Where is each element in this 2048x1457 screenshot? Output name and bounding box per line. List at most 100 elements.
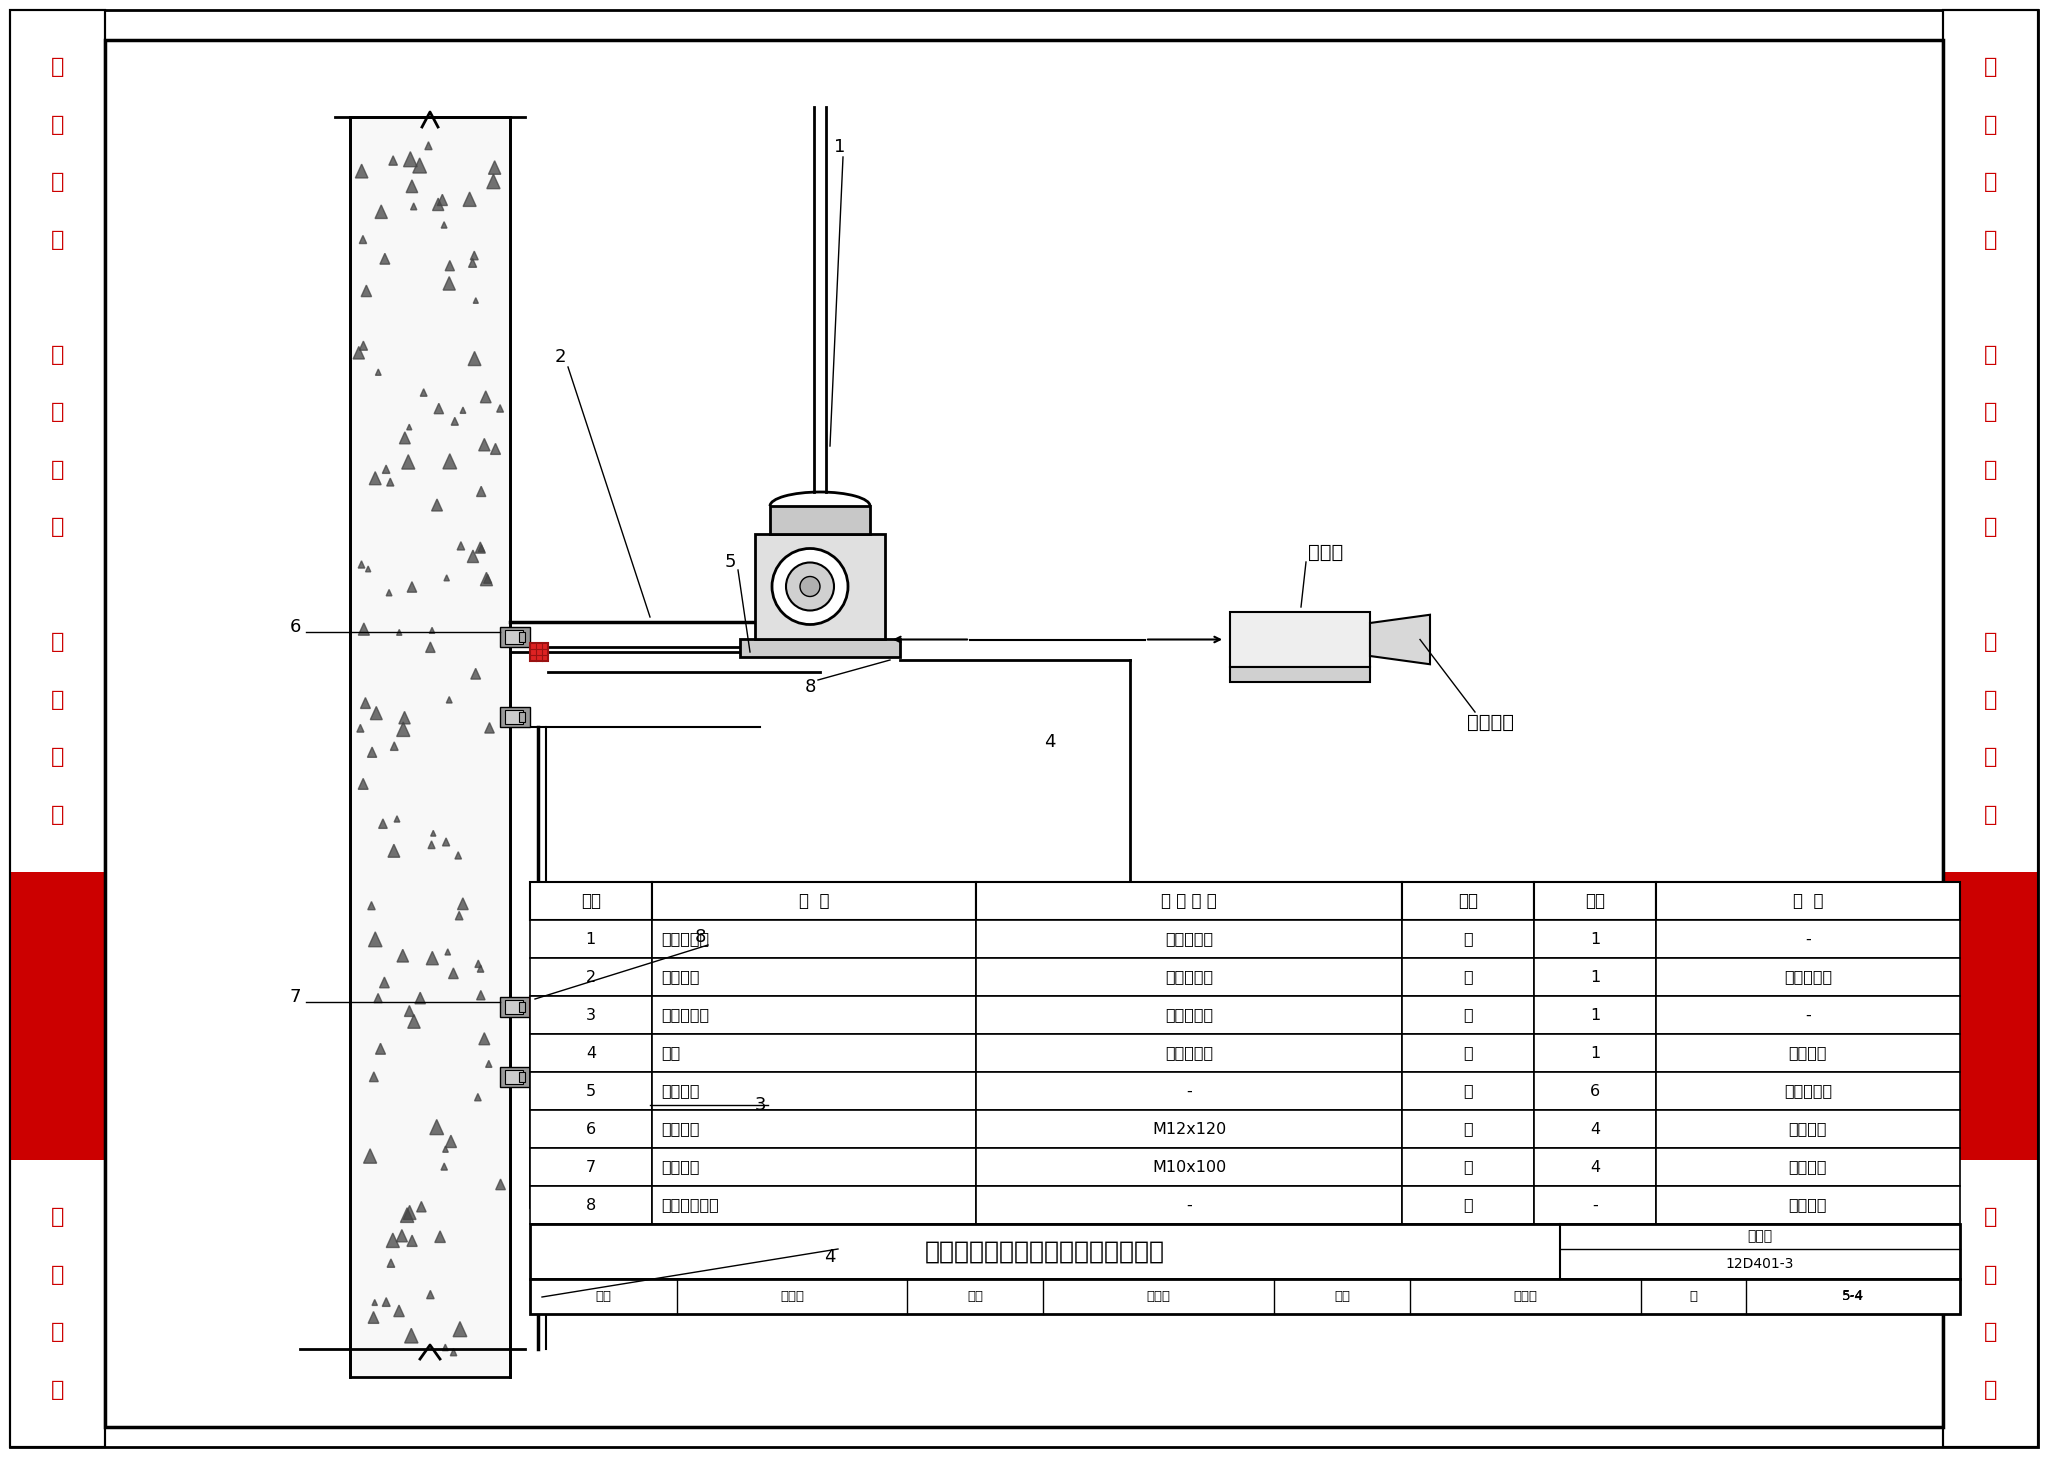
Text: 封: 封 <box>1985 230 1997 251</box>
Polygon shape <box>414 157 426 173</box>
Polygon shape <box>360 286 371 297</box>
Bar <box>651 1110 977 1148</box>
Bar <box>530 1072 651 1110</box>
Polygon shape <box>498 405 504 412</box>
Text: 电: 电 <box>51 978 63 997</box>
Bar <box>1403 1072 1534 1110</box>
Bar <box>1655 881 1960 919</box>
Text: 弱: 弱 <box>1985 919 1997 940</box>
Polygon shape <box>367 747 377 758</box>
Polygon shape <box>352 347 365 358</box>
Polygon shape <box>461 407 465 414</box>
Bar <box>1403 959 1534 997</box>
Text: 技: 技 <box>1985 1206 1997 1227</box>
Text: 8: 8 <box>586 1198 596 1212</box>
Bar <box>756 535 885 640</box>
Polygon shape <box>463 192 475 207</box>
Bar <box>1534 1072 1655 1110</box>
Polygon shape <box>408 1014 420 1029</box>
Polygon shape <box>440 1163 446 1170</box>
Polygon shape <box>477 965 483 972</box>
Bar <box>1655 1148 1960 1186</box>
Text: 图集号: 图集号 <box>1747 1230 1772 1243</box>
Text: 市售成品: 市售成品 <box>1788 1160 1827 1174</box>
Polygon shape <box>369 932 383 947</box>
Polygon shape <box>477 487 485 497</box>
Text: 设: 设 <box>1985 460 1997 479</box>
Polygon shape <box>430 830 436 836</box>
Polygon shape <box>379 978 389 988</box>
Bar <box>977 1072 1403 1110</box>
Polygon shape <box>434 1231 444 1243</box>
Text: 编号: 编号 <box>582 892 600 911</box>
Bar <box>518 1072 524 1083</box>
Text: 4: 4 <box>586 1046 596 1061</box>
Text: -: - <box>1186 1198 1192 1212</box>
Polygon shape <box>446 696 453 702</box>
Polygon shape <box>387 478 393 487</box>
Polygon shape <box>410 203 418 210</box>
Bar <box>977 1034 1403 1072</box>
Bar <box>1655 1186 1960 1224</box>
Text: 2: 2 <box>555 348 565 366</box>
Text: 王勤东: 王勤东 <box>1147 1289 1171 1303</box>
Polygon shape <box>451 417 459 425</box>
Text: 根: 根 <box>1464 1046 1473 1061</box>
Polygon shape <box>432 198 444 210</box>
Polygon shape <box>383 1298 391 1307</box>
Text: 套: 套 <box>1464 1084 1473 1099</box>
Text: 封: 封 <box>51 230 63 251</box>
Text: 弱: 弱 <box>51 919 63 940</box>
Polygon shape <box>399 431 410 444</box>
Polygon shape <box>444 261 455 271</box>
Bar <box>651 1186 977 1224</box>
Polygon shape <box>444 949 451 954</box>
Text: 离: 离 <box>1985 115 1997 136</box>
Bar <box>1534 1148 1655 1186</box>
Text: 膨胀螺栓: 膨胀螺栓 <box>662 1160 700 1174</box>
Text: 见工程设计: 见工程设计 <box>1165 1046 1212 1061</box>
Text: 5-4: 5-4 <box>1841 1289 1864 1303</box>
Bar <box>1403 1110 1534 1148</box>
Circle shape <box>772 548 848 625</box>
Text: 具: 具 <box>1985 804 1997 825</box>
Text: M12x120: M12x120 <box>1153 1122 1227 1136</box>
Bar <box>977 1110 1403 1148</box>
Polygon shape <box>438 194 446 205</box>
Bar <box>518 632 524 643</box>
Text: 1: 1 <box>1589 1007 1599 1023</box>
Polygon shape <box>426 1291 434 1298</box>
Bar <box>350 117 510 1377</box>
Bar <box>977 1186 1403 1224</box>
Polygon shape <box>477 545 485 552</box>
Text: 技: 技 <box>51 1206 63 1227</box>
Polygon shape <box>428 841 434 848</box>
Polygon shape <box>453 1321 467 1336</box>
Polygon shape <box>375 369 381 376</box>
Polygon shape <box>356 165 369 178</box>
Bar <box>530 1186 651 1224</box>
Text: 固定螺栓: 固定螺栓 <box>662 1084 700 1099</box>
Text: 6: 6 <box>289 618 301 637</box>
Bar <box>10 10 104 1447</box>
Text: 设: 设 <box>51 460 63 479</box>
Polygon shape <box>475 1094 481 1101</box>
Polygon shape <box>408 581 416 592</box>
Bar <box>104 39 1944 1426</box>
Polygon shape <box>393 1305 403 1317</box>
Bar <box>506 629 522 644</box>
Bar <box>530 1110 651 1148</box>
Text: 力: 力 <box>1985 402 1997 423</box>
Polygon shape <box>479 1033 489 1045</box>
Polygon shape <box>471 251 477 259</box>
Bar <box>500 1067 530 1087</box>
Text: 摄像机: 摄像机 <box>1309 542 1343 561</box>
Text: 灯: 灯 <box>51 747 63 768</box>
Polygon shape <box>369 1072 379 1081</box>
Bar <box>1534 881 1655 919</box>
Polygon shape <box>375 1043 385 1055</box>
Bar <box>1655 1034 1960 1072</box>
Text: 型 号 规 格: 型 号 规 格 <box>1161 892 1217 911</box>
Bar <box>1534 959 1655 997</box>
Text: 6: 6 <box>1589 1084 1599 1099</box>
